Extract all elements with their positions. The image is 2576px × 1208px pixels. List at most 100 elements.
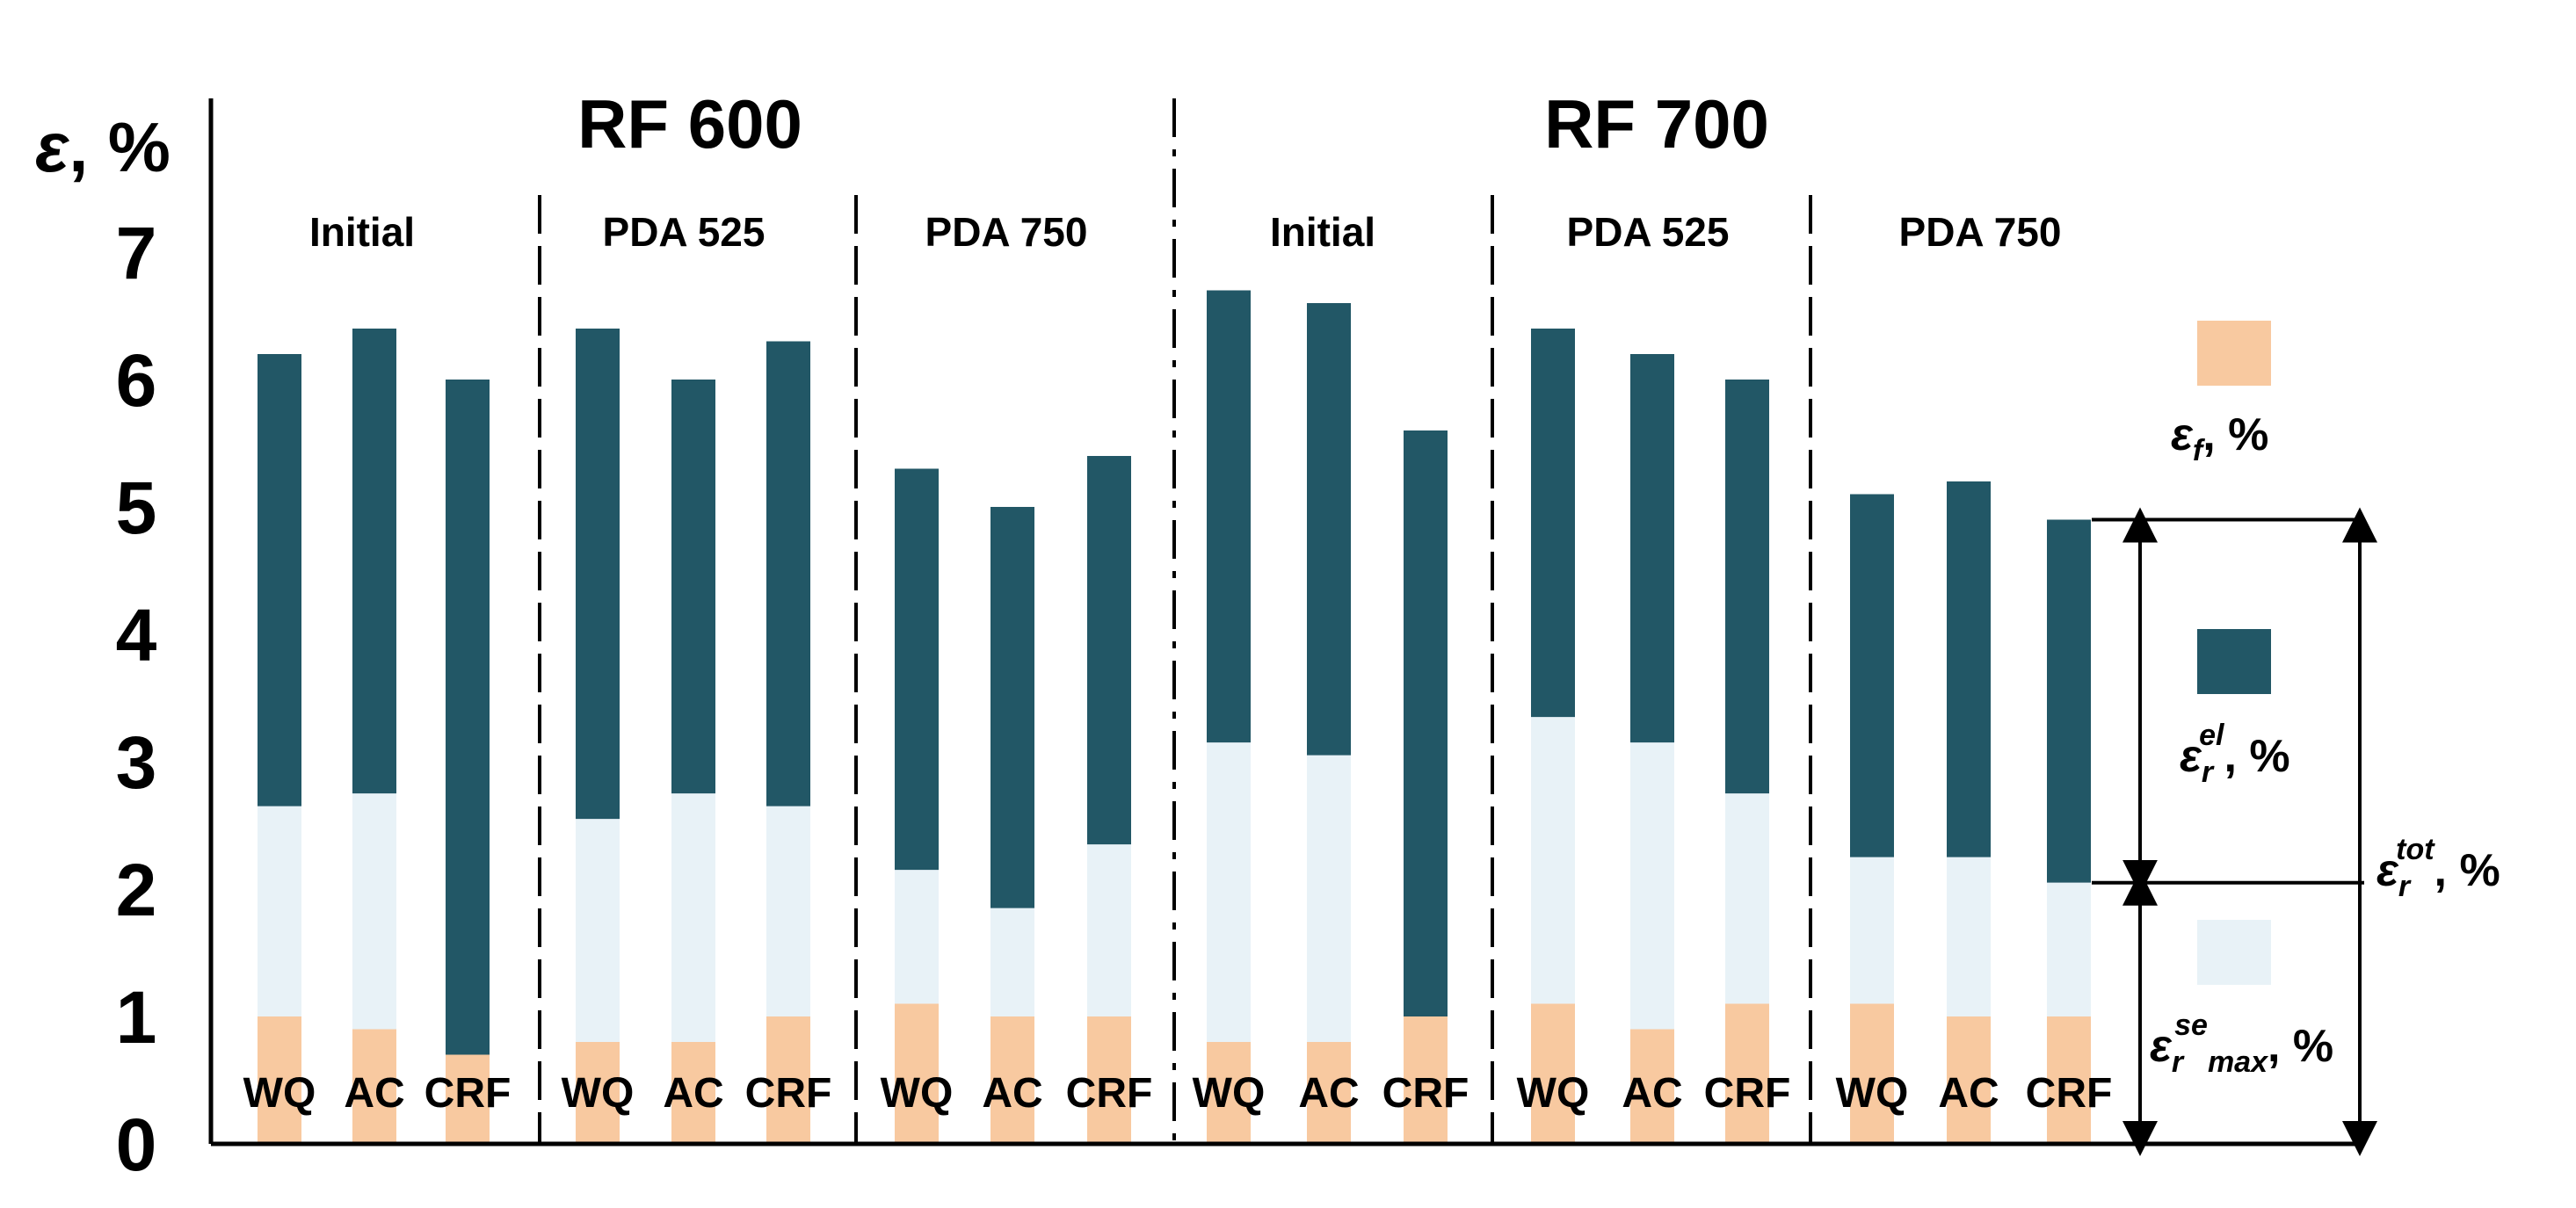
category-label: WQ bbox=[1836, 1070, 1909, 1117]
group-label: Initial bbox=[309, 209, 415, 255]
strain-brackets bbox=[2092, 507, 2377, 1156]
bar-ef-segment bbox=[352, 1029, 396, 1144]
bars-layer bbox=[258, 290, 2091, 1144]
legend-swatch-ef bbox=[2197, 321, 2271, 386]
category-label: WQ bbox=[562, 1070, 635, 1117]
bar-elastic-segment bbox=[576, 329, 620, 820]
bar-elastic-segment bbox=[895, 468, 939, 871]
bar-superelastic-segment bbox=[1307, 755, 1351, 1042]
bar-ef-segment bbox=[1307, 1042, 1351, 1144]
bar-ef-segment bbox=[1850, 1003, 1894, 1144]
total-strain-label: εrtot, % bbox=[2376, 833, 2500, 903]
y-tick-label: 0 bbox=[116, 1103, 157, 1186]
section-title-rf700: RF 700 bbox=[1544, 85, 1769, 163]
bar-ac bbox=[671, 380, 715, 1144]
legend-swatch-eel bbox=[2197, 629, 2271, 694]
group-label: PDA 750 bbox=[1899, 209, 2062, 255]
bar-wq bbox=[1207, 290, 1251, 1144]
y-axis-label: ε, % bbox=[35, 108, 171, 186]
category-label: CRF bbox=[1382, 1070, 1469, 1117]
bar-ef-segment bbox=[446, 1054, 490, 1144]
y-tick-label: 5 bbox=[116, 467, 157, 549]
bar-elastic-segment bbox=[671, 380, 715, 794]
bar-ef-segment bbox=[1404, 1016, 1448, 1144]
bar-wq bbox=[258, 354, 301, 1144]
bar-ef-segment bbox=[258, 1016, 301, 1144]
bar-superelastic-segment bbox=[1207, 742, 1251, 1042]
bar-wq bbox=[576, 329, 620, 1144]
category-label: WQ bbox=[1193, 1070, 1266, 1117]
bar-wq bbox=[1531, 329, 1575, 1144]
group-label: PDA 525 bbox=[603, 209, 766, 255]
category-label: CRF bbox=[745, 1070, 832, 1117]
bar-crf bbox=[2047, 519, 2091, 1144]
bar-ef-segment bbox=[1087, 1016, 1131, 1144]
category-label: WQ bbox=[1517, 1070, 1590, 1117]
bar-elastic-segment bbox=[1850, 494, 1894, 857]
bar-elastic-segment bbox=[352, 329, 396, 794]
category-label: AC bbox=[1298, 1070, 1359, 1117]
bar-superelastic-segment bbox=[1087, 844, 1131, 1016]
dividers-layer bbox=[538, 98, 1812, 1144]
category-label: AC bbox=[982, 1070, 1042, 1117]
bar-elastic-segment bbox=[990, 507, 1034, 908]
bar-superelastic-segment bbox=[2047, 882, 2091, 1016]
bar-elastic-segment bbox=[1630, 354, 1674, 743]
category-label: CRF bbox=[424, 1070, 512, 1117]
bar-elastic-segment bbox=[1947, 481, 1991, 857]
bar-wq bbox=[1850, 494, 1894, 1144]
category-label: CRF bbox=[1066, 1070, 1153, 1117]
bar-ef-segment bbox=[895, 1003, 939, 1144]
y-tick-label: 3 bbox=[116, 721, 157, 804]
group-label: Initial bbox=[1270, 209, 1375, 255]
bar-ac bbox=[1307, 303, 1351, 1144]
y-axis-symbol: ε bbox=[35, 108, 70, 186]
bar-superelastic-segment bbox=[576, 819, 620, 1042]
bar-elastic-segment bbox=[1531, 329, 1575, 718]
bar-wq bbox=[895, 468, 939, 1144]
bar-ac bbox=[1630, 354, 1674, 1144]
bar-elastic-segment bbox=[1207, 290, 1251, 743]
y-tick-label: 7 bbox=[116, 212, 157, 294]
y-tick-labels: 0 1 2 3 4 5 6 7 bbox=[116, 212, 157, 1186]
category-label: AC bbox=[1622, 1070, 1682, 1117]
bar-elastic-segment bbox=[1087, 456, 1131, 845]
legend-swatch-ese bbox=[2197, 920, 2271, 985]
bar-ef-segment bbox=[671, 1042, 715, 1144]
legend-label-ese: εrsemax, % bbox=[2150, 1009, 2333, 1079]
bar-elastic-segment bbox=[1307, 303, 1351, 756]
bar-superelastic-segment bbox=[1630, 742, 1674, 1030]
bar-ef-segment bbox=[1207, 1042, 1251, 1144]
category-label: AC bbox=[344, 1070, 404, 1117]
bar-elastic-segment bbox=[446, 380, 490, 1061]
bar-ef-segment bbox=[576, 1042, 620, 1144]
bar-elastic-segment bbox=[258, 354, 301, 807]
bar-elastic-segment bbox=[2047, 519, 2091, 883]
y-tick-label: 4 bbox=[116, 594, 157, 676]
bar-superelastic-segment bbox=[1850, 857, 1894, 1004]
legend-label-eel: εrel, % bbox=[2180, 719, 2290, 789]
bar-superelastic-segment bbox=[1725, 793, 1769, 1004]
bar-ef-segment bbox=[2047, 1016, 2091, 1144]
bar-ef-segment bbox=[766, 1016, 810, 1144]
category-label: CRF bbox=[1704, 1070, 1791, 1117]
bar-ef-segment bbox=[1531, 1003, 1575, 1144]
y-tick-label: 6 bbox=[116, 339, 157, 422]
bar-superelastic-segment bbox=[990, 908, 1034, 1016]
category-label: WQ bbox=[881, 1070, 954, 1117]
bar-superelastic-segment bbox=[1531, 717, 1575, 1004]
bar-ac bbox=[352, 329, 396, 1144]
group-labels: Initial PDA 525 PDA 750 Initial PDA 525 PDA 7… bbox=[309, 209, 2062, 255]
bar-superelastic-segment bbox=[895, 870, 939, 1004]
bar-superelastic-segment bbox=[352, 793, 396, 1030]
y-axis-unit: , % bbox=[69, 108, 171, 186]
bar-elastic-segment bbox=[1725, 380, 1769, 794]
bar-ef-segment bbox=[1630, 1029, 1674, 1144]
bar-ac bbox=[1947, 481, 1991, 1144]
bar-superelastic-segment bbox=[671, 793, 715, 1042]
legend: εf, % εrel, % εrsemax, % εrtot, % bbox=[2150, 321, 2500, 1079]
category-label: AC bbox=[663, 1070, 723, 1117]
bar-elastic-segment bbox=[1404, 430, 1448, 1112]
bar-ef-segment bbox=[990, 1016, 1034, 1144]
bar-crf bbox=[446, 380, 490, 1144]
